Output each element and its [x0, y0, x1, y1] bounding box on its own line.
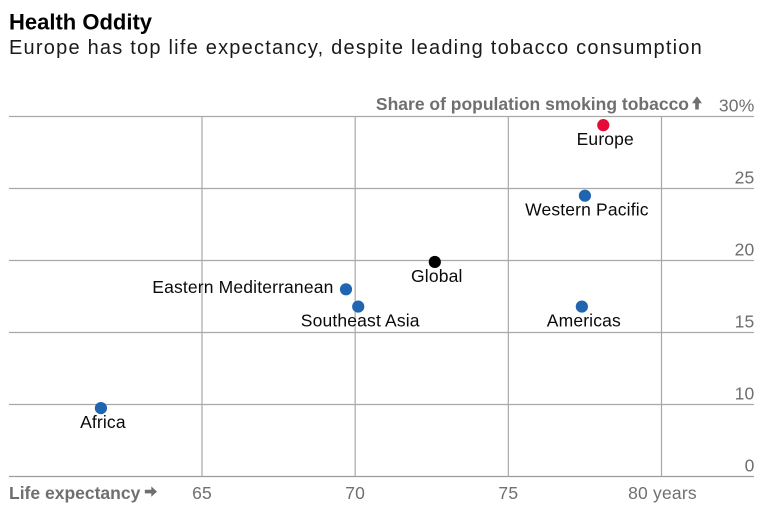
- x-axis-tick-labels: 65 70 75 80 years: [192, 483, 697, 503]
- data-point-labels: Europe Western Pacific Global Eastern Medit…: [80, 129, 649, 432]
- gridlines: [9, 115, 754, 478]
- x-tick-label-70: 70: [345, 483, 365, 503]
- data-point-europe: [597, 119, 610, 132]
- y-tick-label-10: 10: [735, 384, 755, 404]
- point-label: Africa: [80, 412, 126, 432]
- chart-subtitle: Europe has top life expectancy, despite …: [9, 37, 703, 59]
- chart-title: Health Oddity: [9, 10, 153, 35]
- y-axis-title: Share of population smoking tobacco: [376, 94, 689, 114]
- x-tick-label-80: 80 years: [628, 483, 697, 503]
- y-tick-label-30: 30%: [719, 96, 755, 116]
- data-point-southeast-asia: [352, 300, 365, 313]
- y-tick-label-25: 25: [735, 168, 755, 188]
- data-points: [94, 119, 610, 415]
- point-label: Europe: [577, 129, 634, 149]
- point-label: Eastern Mediterranean: [152, 277, 333, 297]
- point-label: Global: [411, 266, 463, 286]
- right-arrow-icon: [144, 486, 158, 497]
- data-point-africa: [94, 402, 108, 415]
- y-axis-tick-labels: 0 10 15 20 25 30%: [719, 96, 755, 476]
- data-point-western-pacific: [578, 189, 592, 202]
- point-label: Western Pacific: [525, 200, 649, 220]
- data-point-eastern-mediterranean: [339, 283, 353, 296]
- point-label: Southeast Asia: [301, 311, 420, 331]
- up-arrow-icon: [692, 96, 702, 110]
- data-point-global: [428, 255, 441, 269]
- x-tick-label-75: 75: [498, 483, 518, 503]
- y-tick-label-20: 20: [735, 240, 755, 260]
- y-tick-label-0: 0: [745, 456, 755, 476]
- x-axis-title: Life expectancy: [9, 483, 141, 503]
- point-label: Americas: [547, 311, 621, 331]
- data-point-americas: [575, 300, 588, 313]
- x-tick-label-65: 65: [192, 483, 212, 503]
- y-tick-label-15: 15: [735, 312, 755, 332]
